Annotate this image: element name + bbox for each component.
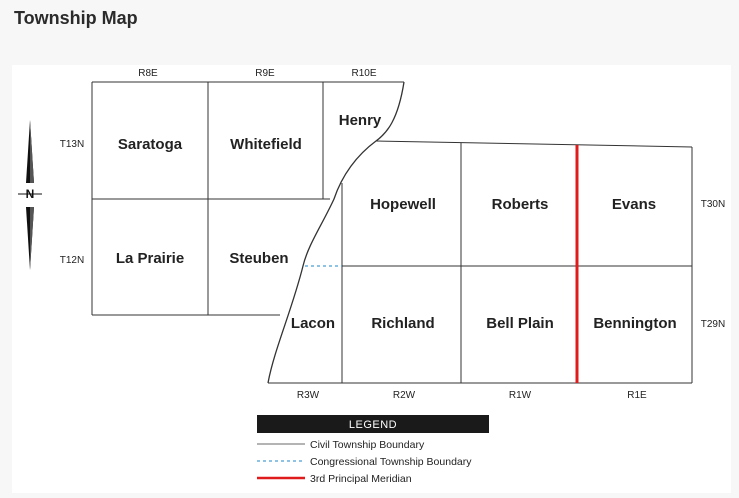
township-richland: Richland <box>371 315 434 332</box>
township-whitefield: Whitefield <box>230 136 302 153</box>
township-hopewell: Hopewell <box>370 196 436 213</box>
tier-label-left: T13N <box>60 139 84 150</box>
range-label-top: R10E <box>351 68 376 79</box>
legend-item-civil: Civil Township Boundary <box>310 439 425 451</box>
legend: LEGEND Civil Township Boundary Congressi… <box>257 415 489 485</box>
range-label-bottom: R3W <box>297 390 320 401</box>
legend-title: LEGEND <box>349 419 397 431</box>
township-saratoga: Saratoga <box>118 136 183 153</box>
east-grid <box>268 140 693 384</box>
west-grid <box>91 81 404 316</box>
river-boundary <box>267 81 405 384</box>
township-steuben: Steuben <box>229 250 288 267</box>
legend-item-meridian: 3rd Principal Meridian <box>310 473 412 485</box>
tier-label-right: T29N <box>701 319 725 330</box>
tier-label-left: T12N <box>60 255 84 266</box>
township-map: Saratoga Whitefield Henry La Prairie Ste… <box>12 65 731 493</box>
range-label-top: R8E <box>138 68 158 79</box>
township-henry: Henry <box>339 112 382 129</box>
township-evans: Evans <box>612 196 656 213</box>
north-letter: N <box>26 187 35 201</box>
township-roberts: Roberts <box>492 196 549 213</box>
range-label-bottom: R1W <box>509 390 532 401</box>
township-bell-plain: Bell Plain <box>486 315 554 332</box>
north-arrow-icon: N <box>18 120 42 270</box>
range-label-top: R9E <box>255 68 275 79</box>
township-lacon: Lacon <box>291 315 335 332</box>
page-title: Township Map <box>14 8 138 28</box>
tier-label-right: T30N <box>701 199 725 210</box>
range-label-bottom: R1E <box>627 390 647 401</box>
range-label-bottom: R2W <box>393 390 416 401</box>
township-bennington: Bennington <box>593 315 676 332</box>
township-la-prairie: La Prairie <box>116 250 184 267</box>
legend-item-congressional: Congressional Township Boundary <box>310 456 472 468</box>
